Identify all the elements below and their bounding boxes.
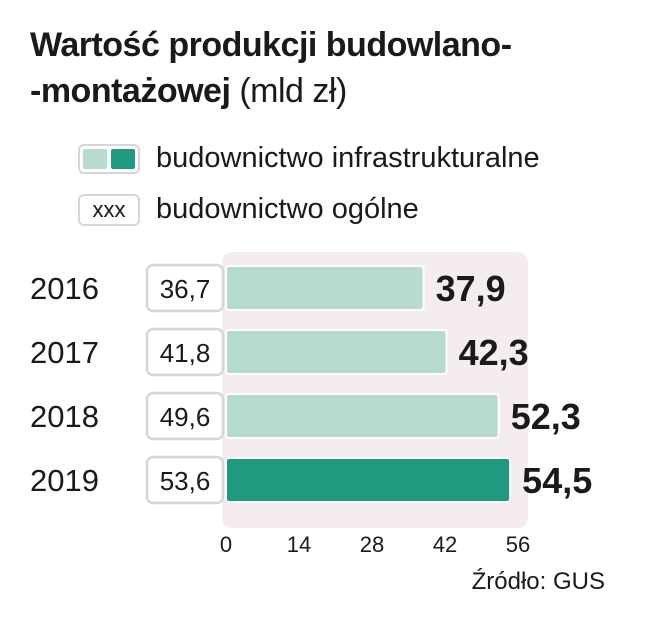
x-tick-label: 42 xyxy=(433,532,457,557)
general-value-box xyxy=(145,263,225,313)
source-note: Źródło: GUS xyxy=(471,568,605,595)
title-line-2: -montażowej xyxy=(30,72,231,110)
bar xyxy=(225,393,500,439)
general-value-box xyxy=(145,327,225,377)
legend-item-infrastructure: budownictwo infrastrukturalne xyxy=(78,142,540,175)
legend-box-general: xxx xyxy=(78,193,140,226)
general-value-label: 36,7 xyxy=(160,274,211,304)
chart-title: Wartość produkcji budowlano- -montażowej… xyxy=(30,22,630,114)
general-value-label: 41,8 xyxy=(160,338,211,368)
title-line-1: Wartość produkcji budowlano- xyxy=(30,26,512,64)
category-label: 2016 xyxy=(30,271,99,306)
category-label: 2018 xyxy=(30,399,99,434)
x-tick-label: 28 xyxy=(360,532,384,557)
legend-item-general: xxx budownictwo ogólne xyxy=(78,193,419,226)
category-label: 2017 xyxy=(30,335,99,370)
title-unit: (mld zł) xyxy=(239,72,347,110)
legend-swatch-infrastructure xyxy=(78,143,140,174)
category-label: 2019 xyxy=(30,463,99,498)
general-value-box xyxy=(145,391,225,441)
bar xyxy=(225,457,512,503)
bar-value-label: 52,3 xyxy=(511,396,581,437)
bar xyxy=(225,329,448,375)
general-value-box xyxy=(145,455,225,505)
bar-value-label: 54,5 xyxy=(522,460,592,501)
x-tick-label: 14 xyxy=(287,532,311,557)
bar-value-label: 42,3 xyxy=(459,332,529,373)
bar-value-label: 37,9 xyxy=(436,268,506,309)
general-value-label: 53,6 xyxy=(160,466,211,496)
bar xyxy=(225,265,425,311)
legend-label-infrastructure: budownictwo infrastrukturalne xyxy=(156,142,540,174)
general-value-label: 49,6 xyxy=(160,402,211,432)
x-tick-label: 0 xyxy=(220,532,232,557)
legend-swatch-dark xyxy=(111,148,135,169)
legend-label-general: budownictwo ogólne xyxy=(156,193,419,225)
x-tick-label: 56 xyxy=(506,532,530,557)
legend-swatch-light xyxy=(83,148,107,169)
